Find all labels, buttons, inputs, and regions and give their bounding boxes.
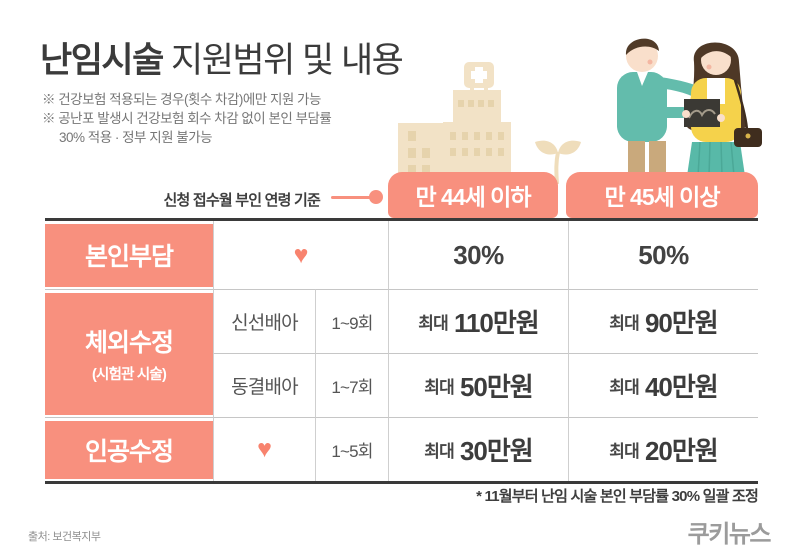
connector-line <box>331 196 372 199</box>
note-line-3: 30% 적용 · 정부 지원 불가능 <box>59 130 213 145</box>
cell-frozen-over45: 최대 40만원 <box>568 353 758 417</box>
ivf-label: 체외수정 <box>84 329 174 357</box>
row-label-self-pay: 본인부담 <box>45 221 213 289</box>
footnote: * 11월부터 난임 시술 본인 부담률 30% 일괄 조정 <box>476 488 759 505</box>
note-line-2: ※ 공난포 발생시 건강보험 회수 차감 없이 본인 부담률 <box>42 111 332 126</box>
cell-fresh-count: 1~9회 <box>315 289 388 353</box>
source-credit: 출처: 보건복지부 <box>28 531 101 543</box>
support-table: 본인부담 ♥ 30% 50% 체외수정 (시험관 시술) 신선배아 1~9회 최… <box>45 218 758 484</box>
cell-self-pay-over45: 50% <box>568 221 758 289</box>
publisher-logo: 쿠키뉴스 <box>687 521 772 548</box>
iui-label: 인공수정 <box>84 437 174 466</box>
cell-iui-heart: ♥ <box>213 417 315 481</box>
cell-self-pay-under44: 30% <box>388 221 568 289</box>
heart-icon: ♥ <box>293 240 309 269</box>
row-label-iui: 인공수정 <box>45 417 213 481</box>
self-pay-label: 본인부담 <box>84 243 174 271</box>
title-keyword: 난임시술 <box>40 41 164 80</box>
heart-icon: ♥ <box>257 435 272 463</box>
cell-frozen-count: 1~7회 <box>315 353 388 417</box>
cell-frozen-embryo: 동결배아 <box>213 353 315 417</box>
header-notes: ※ 건강보험 적용되는 경우(횟수 차감)에만 지원 가능 ※ 공난포 발생시 … <box>42 90 332 147</box>
cell-self-pay-heart: ♥ <box>213 221 388 289</box>
cell-fresh-embryo: 신선배아 <box>213 289 315 353</box>
column-header-under-44: 만 44세 이하 <box>388 172 558 218</box>
cell-iui-under44: 최대 30만원 <box>388 417 568 481</box>
cell-fresh-over45: 최대 90만원 <box>568 289 758 353</box>
column-header-over-45: 만 45세 이상 <box>566 172 758 218</box>
title-rest: 지원범위 및 내용 <box>162 41 404 80</box>
criteria-label: 신청 접수월 부인 연령 기준 <box>163 192 321 209</box>
cell-iui-over45: 최대 20만원 <box>568 417 758 481</box>
page-title: 난임시술 지원범위 및 내용 <box>40 32 404 83</box>
cell-frozen-under44: 최대 50만원 <box>388 353 568 417</box>
cell-fresh-under44: 최대 110만원 <box>388 289 568 353</box>
man-figure <box>617 38 708 183</box>
sonogram-photo <box>682 99 725 127</box>
note-line-1: ※ 건강보험 적용되는 경우(횟수 차감)에만 지원 가능 <box>42 92 321 107</box>
couple-hospital-illustration <box>398 38 762 184</box>
ivf-sublabel: (시험관 시술) <box>92 367 167 383</box>
row-label-ivf: 체외수정 (시험관 시술) <box>45 289 213 417</box>
cell-iui-count: 1~5회 <box>315 417 388 481</box>
connector-dot-icon <box>369 190 383 204</box>
